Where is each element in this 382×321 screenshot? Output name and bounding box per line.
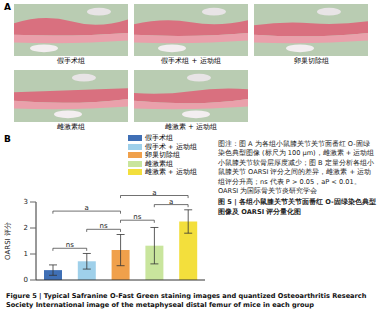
html-text:假手术组 + 运动组: 假手术组 + 运动组 (161, 57, 221, 65)
html-text:Figure 5 | Typical Safranine O: Figure 5 | Typical Safranine O-Fast Gree… (6, 292, 367, 309)
svg-text:a: a (152, 189, 156, 197)
html-text:雌激素组: 雌激素组 (57, 123, 85, 131)
html-text:假手术组: 假手术组 (57, 57, 85, 65)
html-text:雌激素 + 运动组: 雌激素 + 运动组 (145, 168, 197, 177)
html-text:A: A (4, 2, 11, 12)
svg-text:2: 2 (24, 224, 28, 232)
html-text:雌激素组: 雌激素组 (145, 159, 173, 168)
html-text:假手术组: 假手术组 (145, 134, 173, 143)
svg-text:ns: ns (66, 241, 74, 249)
html-text:雌激素 + 运动组: 雌激素 + 运动组 (164, 123, 218, 131)
html-text:图 5 | 各组小鼠膝关节关节面番红 O-固绿染色典型图像及: 图 5 | 各组小鼠膝关节关节面番红 O-固绿染色典型图像及 OARSI 评分量… (218, 198, 376, 216)
html-text:卵巢切除组: 卵巢切除组 (145, 151, 180, 160)
svg-text:3: 3 (24, 198, 28, 206)
svg-text:ns: ns (133, 213, 141, 221)
html-text:B: B (4, 134, 11, 144)
svg-text:1: 1 (24, 250, 28, 258)
svg-text:ns: ns (100, 222, 108, 230)
svg-text:0: 0 (24, 276, 28, 284)
html-text:图注：图 A 为各组小鼠膝关节关节面番红 O-固绿染色典型图: 图注：图 A 为各组小鼠膝关节关节面番红 O-固绿染色典型图像 (标尺为 100… (218, 140, 375, 195)
html-text:卵巢切除组: 卵巢切除组 (293, 57, 329, 65)
svg-text:OARSI 评分: OARSI 评分 (4, 222, 12, 260)
svg-text:a: a (85, 204, 89, 212)
html-text:假手术 + 运动组: 假手术 + 运动组 (145, 142, 197, 151)
svg-text:a: a (169, 198, 173, 206)
